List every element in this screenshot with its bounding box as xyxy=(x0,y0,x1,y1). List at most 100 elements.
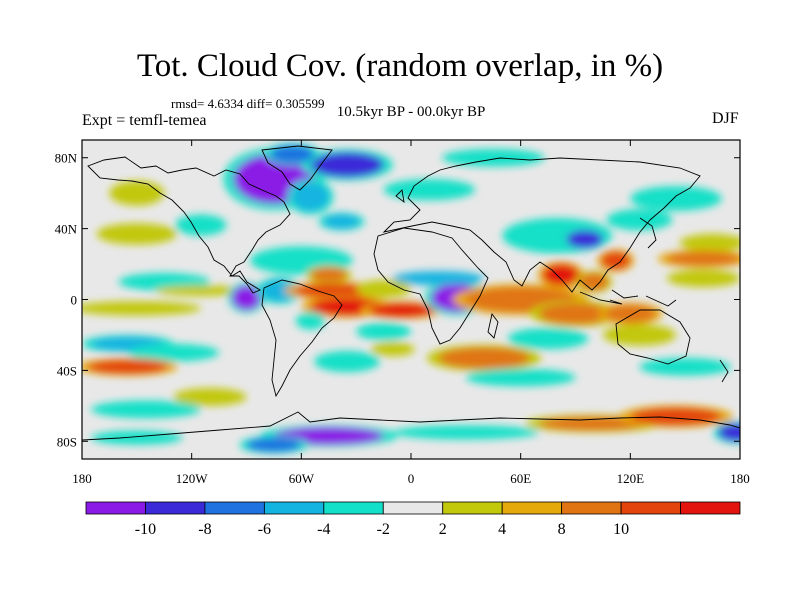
anomaly-blob xyxy=(606,209,673,231)
anomaly-blob xyxy=(87,359,168,374)
anomaly-blob xyxy=(579,272,609,291)
colorbar-label: 4 xyxy=(498,521,506,538)
coast-antarctica xyxy=(82,411,740,441)
anomaly-blob xyxy=(442,148,545,167)
y-tick-label: 80N xyxy=(55,151,78,166)
coast-indonesia xyxy=(579,289,677,307)
anomaly-blob xyxy=(91,400,201,419)
anomaly-blob xyxy=(356,280,412,298)
anomaly-blob xyxy=(538,303,613,325)
colorbar-swatch xyxy=(442,501,503,515)
period-label: 10.5kyr BP - 00.0kyr BP xyxy=(336,104,486,120)
anomaly-blob xyxy=(155,285,247,296)
coast-south-america xyxy=(261,279,343,398)
anomaly-blob xyxy=(368,303,435,318)
anomaly-blob xyxy=(96,223,178,245)
colorbar: -10 -8 -6 -4 -2 2 4 8 10 xyxy=(85,501,741,538)
colorbar-swatch xyxy=(620,501,681,515)
colorbar-swatch xyxy=(680,501,741,515)
x-axis: 180 120W 60W 0 60E 120E 180 xyxy=(72,140,750,486)
anomaly-blob xyxy=(295,311,326,330)
anomaly-blob xyxy=(127,343,220,362)
anomaly-blob xyxy=(465,368,576,387)
plot-title: Tot. Cloud Cov. (random overlap, in %) xyxy=(136,48,664,84)
anomaly-blob xyxy=(323,214,360,229)
anomaly-blob xyxy=(292,182,329,211)
anomaly-blob xyxy=(383,178,475,201)
anomaly-blob xyxy=(630,407,722,426)
anomaly-blob xyxy=(370,342,415,357)
colorbar-label: 10 xyxy=(613,521,629,538)
coast-greenland xyxy=(261,145,333,191)
coast-uk xyxy=(395,189,405,204)
anomaly-blob xyxy=(639,357,731,376)
anomaly-blob xyxy=(173,388,247,406)
x-tick-label: 0 xyxy=(408,471,415,486)
x-tick-label: 60W xyxy=(289,471,315,486)
colorbar-label: -6 xyxy=(258,521,271,538)
colorbar-label: 2 xyxy=(439,521,447,538)
anomaly-blob xyxy=(356,322,412,341)
anomaly-blob xyxy=(175,214,227,236)
anomaly-blob xyxy=(270,145,315,164)
colorbar-label: -10 xyxy=(135,521,156,538)
coast-australia xyxy=(615,309,691,365)
statistics-label: rmsd= 4.6334 diff= 0.305599 xyxy=(171,96,325,111)
colorbar-swatch xyxy=(204,501,265,515)
anomaly-blob xyxy=(246,437,302,452)
anomaly-blob xyxy=(231,285,262,311)
anomaly-blob xyxy=(294,283,375,298)
colorbar-swatch xyxy=(263,501,325,515)
experiment-label: Expt = temfl-temea xyxy=(82,112,207,129)
anomaly-blob xyxy=(310,152,384,178)
data-field xyxy=(82,140,740,459)
x-tick-label: 180 xyxy=(730,471,750,486)
anomaly-blob xyxy=(109,180,165,206)
y-tick-label: 40N xyxy=(55,222,78,237)
season-label: DJF xyxy=(712,110,739,127)
anomaly-blob xyxy=(630,186,722,211)
x-tick-label: 60E xyxy=(510,471,531,486)
colorbar-label: 8 xyxy=(558,521,566,538)
anomaly-blob xyxy=(566,230,603,249)
x-tick-label: 120W xyxy=(176,471,209,486)
anomaly-blob xyxy=(507,327,589,350)
anomaly-blob xyxy=(679,233,740,252)
anomaly-blob xyxy=(82,301,201,316)
anomaly-blob xyxy=(392,271,485,286)
colorbar-swatch xyxy=(85,501,146,515)
anomaly-blob xyxy=(438,347,530,369)
anomaly-blob xyxy=(314,350,380,373)
anomaly-blob xyxy=(392,425,539,440)
anomaly-blob xyxy=(601,251,631,270)
x-tick-label: 180 xyxy=(72,471,92,486)
anomaly-blob xyxy=(718,423,740,442)
y-tick-label: 40S xyxy=(57,363,77,378)
anomaly-blob xyxy=(666,269,740,288)
coast-japan xyxy=(639,217,657,249)
anomaly-blob xyxy=(666,251,740,266)
colorbar-label: -4 xyxy=(317,521,330,538)
anomaly-blob xyxy=(604,304,656,323)
coastlines xyxy=(82,145,740,441)
colorbar-swatch xyxy=(145,501,206,515)
coast-eurasia xyxy=(382,157,701,293)
y-axis: 80N 40N 0 40S 80S xyxy=(55,151,740,449)
coast-new-zealand xyxy=(719,359,729,383)
y-tick-label: 80S xyxy=(57,434,77,449)
colorbar-label: -8 xyxy=(198,521,211,538)
colorbar-swatch xyxy=(501,501,563,515)
anomaly-blob xyxy=(602,324,677,346)
colorbar-swatch xyxy=(323,501,384,515)
coast-north-america xyxy=(87,156,291,294)
colorbar-swatch xyxy=(561,501,622,515)
colorbar-label: -2 xyxy=(377,521,390,538)
coast-madagascar xyxy=(487,312,499,339)
coast-africa xyxy=(373,227,489,345)
x-tick-label: 120E xyxy=(617,471,645,486)
y-tick-label: 0 xyxy=(71,293,78,308)
colorbar-swatch xyxy=(382,501,444,515)
anomaly-blob xyxy=(310,267,348,282)
anomaly-blob xyxy=(91,430,183,445)
